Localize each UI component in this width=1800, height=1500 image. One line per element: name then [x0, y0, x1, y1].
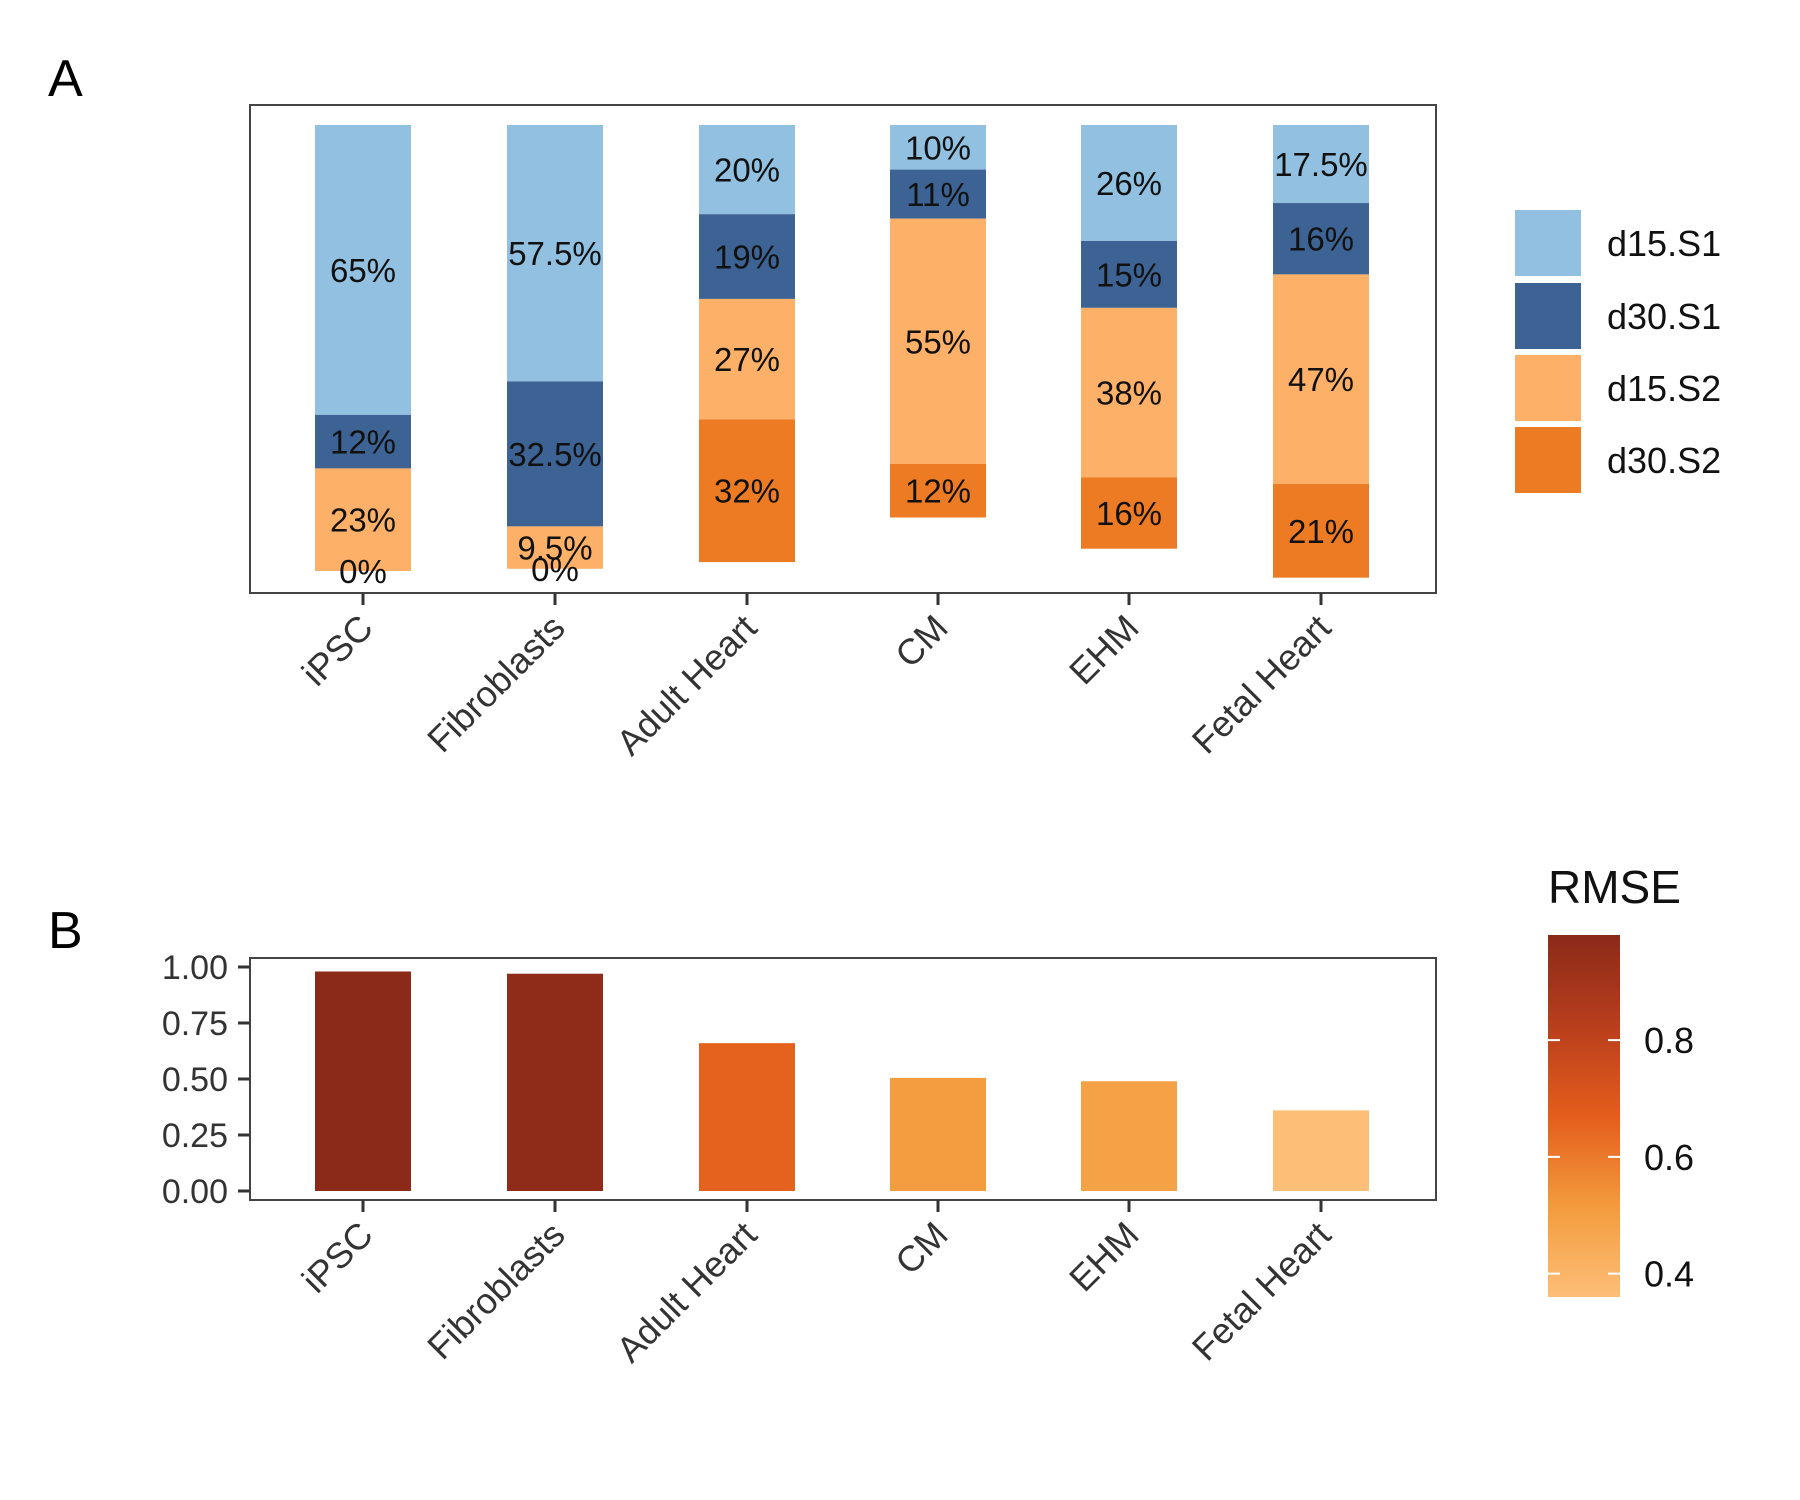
b-x-tick-label-ipsc: iPSC — [294, 1214, 381, 1301]
colorbar-ticks: 0.4 0.6 0.8 — [1548, 1020, 1694, 1295]
bar-segment-ipsc-d15-s1 — [315, 125, 411, 415]
b-x-tick-label-fibroblasts: Fibroblasts — [419, 1214, 572, 1367]
segment-label-fibroblasts-d15-s1: 57.5% — [508, 235, 602, 272]
panel-b-bars — [315, 971, 1369, 1191]
legend-label-d30-s2: d30.S2 — [1607, 440, 1721, 481]
panel-b-y-axis: 0.00 0.25 0.50 0.75 1.00 — [162, 949, 250, 1211]
x-tick-label-ehm: EHM — [1061, 607, 1147, 693]
segment-label-ipsc-d30-s2: 0% — [339, 553, 387, 590]
rmse-bar-adult-heart — [699, 1043, 795, 1191]
bar-segment-fibroblasts-d15-s1 — [507, 125, 603, 382]
x-tick-label-ipsc: iPSC — [294, 607, 381, 694]
bar-segment-ehm-d30-s1 — [1081, 240, 1177, 308]
panel-a-legend: d15.S1 d30.S1 d15.S2 d30.S2 — [1515, 210, 1721, 493]
legend-swatch-d30-s2 — [1515, 427, 1581, 493]
colorbar-tick-label-1: 0.6 — [1644, 1137, 1694, 1178]
segment-label-adult-heart-d30-s1: 19% — [714, 239, 780, 276]
bar-segment-cm-d15-s1 — [890, 125, 986, 170]
bar-segment-cm-d30-s2 — [890, 463, 986, 518]
segment-label-fetal-heart-d30-s1: 16% — [1288, 221, 1354, 258]
segment-label-ehm-d15-s1: 26% — [1096, 165, 1162, 202]
bar-segment-cm-d30-s1 — [890, 169, 986, 219]
y-tick-label-1: 0.25 — [162, 1117, 228, 1155]
segment-label-fetal-heart-d15-s1: 17.5% — [1274, 146, 1368, 183]
bar-segment-adult-heart-d15-s1 — [699, 125, 795, 215]
x-tick-label-cm: CM — [887, 607, 956, 676]
panel-label-b: B — [48, 902, 83, 960]
y-tick-label-4: 1.00 — [162, 949, 228, 987]
segment-label-ipsc-d30-s1: 12% — [330, 424, 396, 461]
segment-label-cm-d30-s2: 12% — [905, 473, 971, 510]
bar-segment-ehm-d30-s2 — [1081, 477, 1177, 549]
stacked-bar-chart: 65%12%23%0%57.5%32.5%9.5%0%20%19%27%32%1… — [249, 104, 1721, 763]
segment-label-cm-d30-s1: 11% — [906, 176, 970, 213]
segment-label-fibroblasts-d30-s2: 0% — [531, 551, 579, 588]
colorbar-tick-label-0: 0.4 — [1644, 1254, 1694, 1295]
segment-label-fibroblasts-d30-s1: 32.5% — [508, 436, 602, 473]
segment-label-adult-heart-d15-s1: 20% — [714, 152, 780, 189]
bar-segment-ipsc-d15-s2 — [315, 468, 411, 571]
bar-segment-ehm-d15-s1 — [1081, 125, 1177, 241]
colorbar — [1548, 935, 1620, 1297]
x-tick-label-adult-heart: Adult Heart — [608, 607, 764, 763]
b-x-tick-label-adult-heart: Adult Heart — [608, 1214, 764, 1370]
bar-segment-fetal-heart-d15-s2 — [1273, 274, 1369, 485]
b-x-tick-label-fetal-heart: Fetal Heart — [1184, 1214, 1339, 1369]
segment-label-fibroblasts-d15-s2: 9.5% — [517, 530, 592, 567]
bar-segment-fetal-heart-d30-s1 — [1273, 203, 1369, 275]
bar-segment-adult-heart-d30-s1 — [699, 214, 795, 299]
legend-label-d30-s1: d30.S1 — [1607, 296, 1721, 337]
rmse-bar-cm — [890, 1077, 986, 1191]
panel-a-bars — [315, 125, 1369, 578]
bar-segment-fetal-heart-d30-s2 — [1273, 484, 1369, 578]
rmse-bar-ipsc — [315, 971, 411, 1191]
segment-label-ehm-d30-s1: 15% — [1096, 256, 1162, 293]
legend-label-d15-s2: d15.S2 — [1607, 368, 1721, 409]
bar-segment-adult-heart-d15-s2 — [699, 298, 795, 420]
rmse-bar-chart: 0.00 0.25 0.50 0.75 1.00 iPSC Fibroblasts Adul… — [162, 861, 1694, 1370]
rmse-bar-fetal-heart — [1273, 1110, 1369, 1191]
legend-swatch-d15-s2 — [1515, 355, 1581, 421]
x-tick-label-fetal-heart: Fetal Heart — [1184, 607, 1339, 762]
bar-segment-fibroblasts-d30-s1 — [507, 381, 603, 527]
segment-label-fetal-heart-d15-s2: 47% — [1288, 361, 1354, 398]
panel-a-segment-labels: 65%12%23%0%57.5%32.5%9.5%0%20%19%27%32%1… — [330, 129, 1368, 590]
b-x-tick-label-ehm: EHM — [1061, 1214, 1147, 1300]
legend-label-d15-s1: d15.S1 — [1607, 223, 1721, 264]
bar-segment-adult-heart-d30-s2 — [699, 419, 795, 563]
segment-label-adult-heart-d15-s2: 27% — [714, 341, 780, 378]
colorbar-tick-label-2: 0.8 — [1644, 1020, 1694, 1061]
y-tick-label-3: 0.75 — [162, 1005, 228, 1043]
segment-label-ehm-d15-s2: 38% — [1096, 375, 1162, 412]
segment-label-ipsc-d15-s2: 23% — [330, 502, 396, 539]
segment-label-fetal-heart-d30-s2: 21% — [1288, 513, 1354, 550]
segment-label-cm-d15-s2: 55% — [905, 323, 971, 360]
colorbar-title: RMSE — [1548, 861, 1681, 913]
y-tick-label-2: 0.50 — [162, 1061, 228, 1099]
panel-label-a: A — [48, 50, 83, 108]
legend-swatch-d30-s1 — [1515, 283, 1581, 349]
x-tick-label-fibroblasts: Fibroblasts — [419, 607, 572, 760]
b-x-tick-label-cm: CM — [887, 1214, 956, 1283]
panel-b-frame — [249, 957, 1437, 1201]
segment-label-cm-d15-s1: 10% — [905, 129, 971, 166]
rmse-bar-ehm — [1081, 1081, 1177, 1191]
bar-segment-fibroblasts-d15-s2 — [507, 526, 603, 569]
segment-label-ehm-d30-s2: 16% — [1096, 495, 1162, 532]
segment-label-adult-heart-d30-s2: 32% — [714, 473, 780, 510]
rmse-bar-fibroblasts — [507, 973, 603, 1191]
panel-a-x-axis: iPSC Fibroblasts Adult Heart CM EHM Fetal Hea… — [294, 593, 1339, 763]
bar-segment-fetal-heart-d15-s1 — [1273, 125, 1369, 204]
bar-segment-ehm-d15-s2 — [1081, 307, 1177, 478]
panel-b-x-axis: iPSC Fibroblasts Adult Heart CM EHM Fetal Hea… — [294, 1200, 1339, 1370]
panel-a-frame — [249, 104, 1437, 594]
legend-swatch-d15-s1 — [1515, 210, 1581, 276]
y-tick-label-0: 0.00 — [162, 1173, 228, 1211]
segment-label-ipsc-d15-s1: 65% — [330, 252, 396, 289]
bar-segment-cm-d15-s2 — [890, 218, 986, 464]
bar-segment-ipsc-d30-s1 — [315, 414, 411, 469]
